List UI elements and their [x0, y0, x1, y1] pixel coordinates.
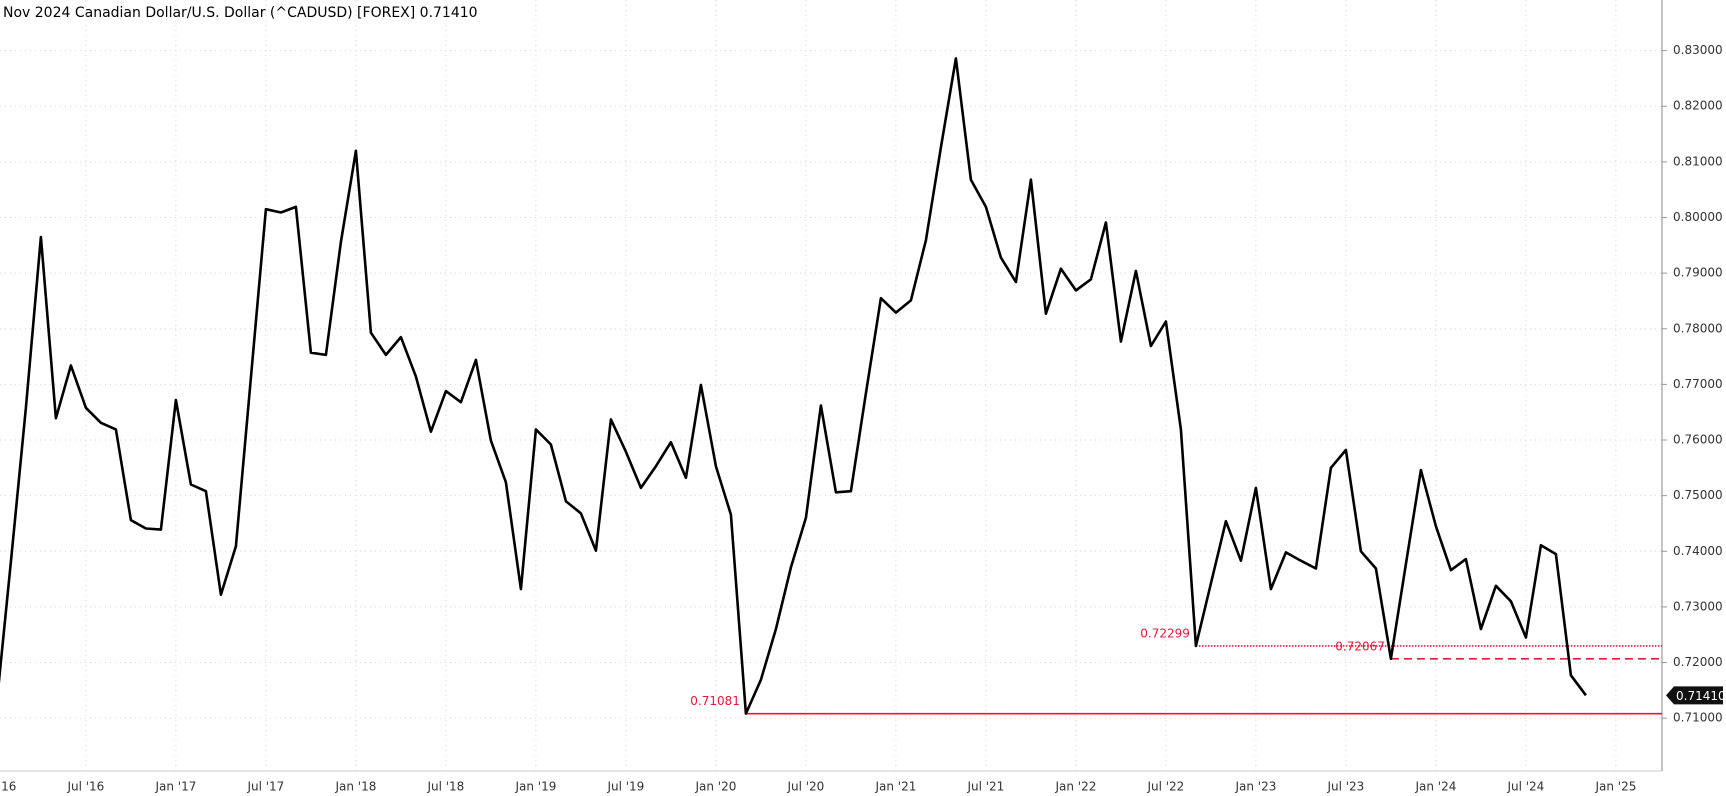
- x-tick-label: Jan '22: [1054, 780, 1096, 794]
- y-tick-label: 0.83000: [1673, 43, 1723, 57]
- x-tick-label: Jan '16: [0, 780, 16, 794]
- level-label: 0.72299: [1140, 626, 1190, 640]
- x-tick-label: Jul '16: [66, 780, 104, 794]
- x-tick-label: Jan '20: [694, 780, 736, 794]
- y-tick-label: 0.74000: [1673, 544, 1723, 558]
- x-tick-label: Jul '21: [966, 780, 1004, 794]
- y-tick-label: 0.81000: [1673, 154, 1723, 168]
- y-tick-label: 0.77000: [1673, 377, 1723, 391]
- x-tick-label: Jul '17: [246, 780, 284, 794]
- x-tick-label: Jan '21: [874, 780, 916, 794]
- price-line: [0, 57, 1587, 715]
- x-tick-label: Jan '25: [1594, 780, 1636, 794]
- y-tick-label: 0.80000: [1673, 210, 1723, 224]
- x-tick-label: Jan '19: [514, 780, 556, 794]
- price-tag: [1666, 686, 1723, 705]
- level-label: 0.71081: [690, 694, 740, 708]
- x-tick-label: Jan '17: [154, 780, 196, 794]
- level-label: 0.72067: [1335, 639, 1385, 653]
- x-tick-label: Jan '24: [1414, 780, 1456, 794]
- chart-title: Nov 2024 Canadian Dollar/U.S. Dollar (^C…: [3, 5, 478, 21]
- x-tick-label: Jul '19: [606, 780, 644, 794]
- x-tick-label: Jan '18: [334, 780, 376, 794]
- x-tick-label: Jul '23: [1326, 780, 1364, 794]
- y-tick-label: 0.78000: [1673, 321, 1723, 335]
- y-tick-label: 0.75000: [1673, 488, 1723, 502]
- price-tag-label: 0.71410: [1676, 689, 1726, 703]
- x-tick-label: Jul '20: [786, 780, 824, 794]
- x-tick-label: Jan '23: [1234, 780, 1276, 794]
- y-tick-label: 0.71000: [1673, 711, 1723, 725]
- y-tick-label: 0.72000: [1673, 655, 1723, 669]
- y-tick-label: 0.73000: [1673, 599, 1723, 613]
- x-tick-label: Jul '18: [426, 780, 464, 794]
- x-tick-label: Jul '24: [1506, 780, 1544, 794]
- y-tick-label: 0.76000: [1673, 433, 1723, 447]
- y-tick-label: 0.82000: [1673, 99, 1723, 113]
- y-tick-label: 0.79000: [1673, 266, 1723, 280]
- x-tick-label: Jul '22: [1146, 780, 1184, 794]
